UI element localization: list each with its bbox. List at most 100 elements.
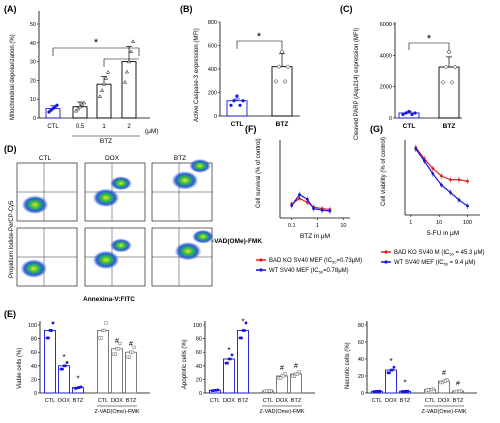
data-point — [130, 350, 135, 354]
zvad-label: Z-VAD(Ome)-FMK — [259, 409, 304, 415]
significance-hash: # — [456, 380, 460, 387]
data-point — [298, 197, 301, 200]
x-tick-label: BTZ — [443, 123, 456, 130]
legend-label-wt-f: WT SV40 MEF (IC50=0.78μM) — [269, 268, 349, 275]
x-tick-label: BTZ — [276, 121, 289, 128]
data-point — [407, 109, 411, 114]
axis-label-e-apoptotic: Apoptotic cells (%) — [182, 339, 188, 389]
x-tick-label: DOX — [111, 398, 123, 404]
data-point — [51, 321, 55, 325]
data-point — [238, 103, 242, 107]
data-point — [64, 364, 67, 368]
bars-c — [398, 49, 460, 119]
data-point — [104, 321, 108, 325]
data-point — [212, 389, 215, 393]
x-labels-b: CTL BTZ — [231, 121, 289, 128]
data-point — [285, 64, 291, 70]
data-point — [264, 389, 269, 393]
y-tick-label: 2000 — [380, 85, 392, 91]
x-tick-label: 1 — [409, 220, 412, 226]
x-tick-label: 1 — [316, 223, 319, 229]
cell-population — [110, 176, 132, 191]
data-point — [320, 208, 324, 212]
data-point — [440, 380, 445, 385]
x-tick-label: 2 — [127, 124, 131, 130]
data-point — [404, 111, 408, 115]
bar — [226, 100, 248, 117]
data-point — [132, 345, 136, 349]
y-tick-label: 0 — [389, 116, 392, 122]
axis-label-e-viable: Viable cells (%) — [17, 348, 23, 389]
x-tick-label: DOX — [438, 398, 450, 404]
panel-f: (F) Cell survival (% of control) 0.1 1 10 … — [245, 124, 350, 240]
cell-population — [21, 195, 49, 215]
x-ticks-f: 0.1 1 10 — [288, 218, 346, 229]
data-point — [290, 204, 294, 207]
data-point — [328, 209, 332, 213]
data-point — [273, 79, 279, 84]
lines-f — [290, 191, 332, 214]
y-ticks-a: 0 10 20 30 40 50 — [30, 22, 39, 122]
data-point — [278, 376, 283, 380]
bar — [121, 61, 137, 119]
bar — [44, 329, 56, 394]
data-point — [61, 367, 64, 371]
data-point — [457, 198, 461, 202]
data-point — [292, 374, 297, 378]
cell-population — [20, 259, 47, 278]
x-tick-label: CTL — [47, 124, 59, 130]
significance-star: * — [403, 378, 406, 387]
data-point — [235, 94, 239, 98]
data-point — [466, 204, 469, 208]
legend-marker-bad-g — [384, 250, 388, 254]
column-label-ctl: CTL — [39, 155, 52, 162]
y-tick-label: 40 — [196, 364, 202, 370]
data-point — [281, 374, 286, 378]
significance-star-c: * — [427, 33, 432, 45]
panel-a: (A) Mitochondrial depolarization (%) 010… — [4, 4, 159, 145]
data-point — [73, 108, 79, 113]
y-tick-label: 80 — [196, 337, 202, 343]
data-point — [431, 172, 435, 176]
x-labels-a: CTL 0.5 1 2 — [47, 124, 131, 130]
data-point — [443, 379, 448, 383]
x-tick-label: CTL — [45, 398, 55, 404]
data-point — [402, 390, 405, 393]
significance-hash: # — [280, 365, 284, 372]
data-point — [410, 112, 414, 117]
data-point — [101, 82, 107, 86]
column-label-dox: DOX — [105, 155, 120, 162]
legend-fg: BAD KO SV40 MEF (IC50=0.73μM) WT SV40 ME… — [256, 250, 484, 275]
lines-g — [414, 144, 469, 209]
y-tick-label: 20 — [358, 374, 364, 380]
y-tick-label: 50 — [30, 22, 36, 28]
data-point — [243, 329, 246, 332]
panel-letter-f: (F) — [245, 124, 257, 134]
significance-bracket-c — [408, 42, 450, 50]
data-point — [240, 336, 243, 340]
data-point — [422, 159, 426, 163]
data-point — [116, 347, 121, 351]
bar — [438, 66, 460, 119]
y-tick-label: 0 — [199, 391, 202, 397]
y-tick-label: 10 — [30, 97, 36, 103]
cell-population — [174, 241, 202, 261]
x-tick-label: BTZ — [126, 398, 137, 404]
data-point — [102, 328, 107, 332]
data-point — [229, 357, 232, 361]
panel-letter-c: (C) — [340, 4, 353, 14]
data-point — [449, 178, 452, 182]
legend-label-bad-f: BAD KO SV40 MEF (IC50=0.73μM) — [269, 258, 362, 265]
data-point — [78, 386, 81, 389]
data-point — [449, 80, 455, 85]
cell-population — [92, 188, 120, 208]
bar — [72, 106, 88, 119]
data-point — [443, 64, 449, 70]
x-tick-label: BTZ — [453, 398, 464, 404]
x-tick-label: BTZ — [73, 398, 84, 404]
data-point — [230, 353, 234, 357]
data-point — [113, 352, 118, 356]
data-point — [99, 88, 105, 92]
